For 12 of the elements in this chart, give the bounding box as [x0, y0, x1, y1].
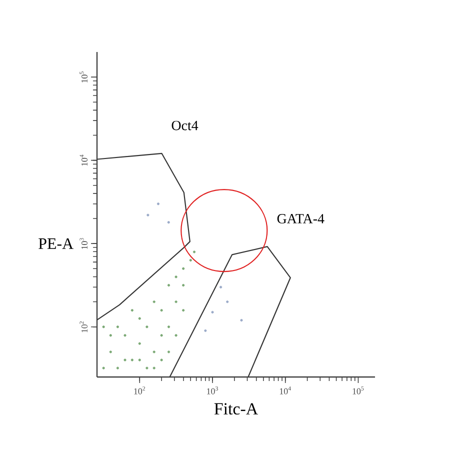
x-tick-label: 10$^{3}$ [207, 386, 218, 394]
x-tick-label: 10$^{2}$ [134, 386, 146, 394]
y-tick-label: 10$^{5}$ [80, 72, 88, 82]
y-tick-label: 10$^{4}$ [80, 154, 88, 166]
y-axis-title: PE-A [38, 238, 74, 249]
x-tick-label: 10$^{4}$ [280, 386, 292, 394]
y-tick-label: 10$^{2}$ [80, 321, 88, 332]
series-label: Oct4 [172, 120, 198, 130]
series-label: GATA-4 [277, 214, 324, 224]
y-tick-label: 10$^{3}$ [80, 238, 88, 250]
x-tick-label: 10$^{5}$ [352, 386, 364, 394]
x-axis-title: Fitc-A [214, 403, 258, 415]
